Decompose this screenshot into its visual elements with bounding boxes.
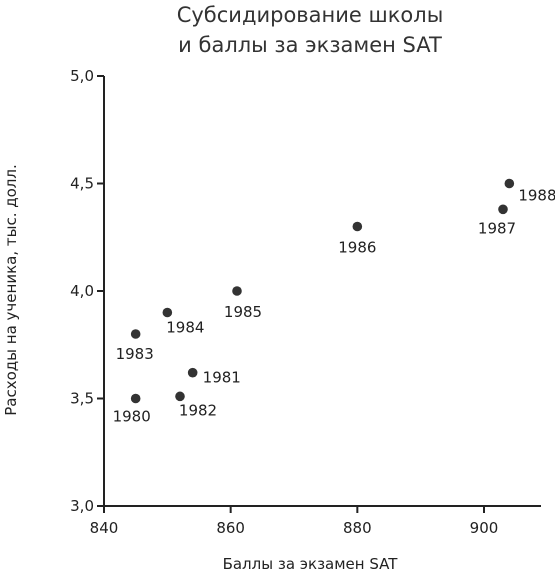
y-tick-label: 3,5 — [70, 390, 94, 408]
data-point-1983 — [130, 329, 141, 339]
data-point-1982 — [175, 391, 185, 402]
point-label-1984: 1984 — [166, 319, 204, 337]
point-label-1985: 1985 — [224, 303, 262, 321]
y-tick-label: 5,0 — [70, 67, 94, 85]
data-point-1987 — [498, 204, 508, 215]
chart-title-line-1: Субсидирование школы — [177, 3, 444, 27]
y-tick-label: 4,0 — [70, 282, 94, 300]
y-axis-ticks: 3,0 3,5 4,0 4,5 5,0 — [70, 67, 104, 515]
chart-title-line-2: и баллы за экзамен SAT — [178, 33, 442, 57]
data-point-1981 — [187, 367, 198, 378]
point-label-1986: 1986 — [338, 239, 376, 257]
data-point-1984 — [162, 307, 173, 318]
y-axis-label: Расходы на ученика, тыс. долл. — [2, 164, 20, 415]
point-label-1981: 1981 — [203, 369, 241, 387]
x-tick-label: 860 — [216, 519, 245, 537]
x-axis-ticks: 840 860 880 900 — [90, 506, 499, 537]
y-tick-label: 4,5 — [70, 175, 94, 193]
data-point-1988 — [504, 178, 515, 189]
data-point-1985 — [232, 286, 242, 296]
data-point-1980 — [130, 393, 141, 404]
y-tick-label: 3,0 — [70, 497, 94, 515]
data-point-1986 — [352, 221, 363, 232]
point-label-1982: 1982 — [179, 401, 217, 419]
point-label-1987: 1987 — [478, 219, 516, 237]
point-label-1983: 1983 — [116, 345, 154, 363]
x-tick-label: 840 — [90, 519, 119, 537]
x-axis-label: Баллы за экзамен SAT — [223, 555, 399, 573]
point-label-1988: 1988 — [518, 187, 555, 205]
point-label-1980: 1980 — [113, 408, 151, 426]
x-tick-label: 900 — [470, 519, 499, 537]
chart-title: Субсидирование школы и баллы за экзамен … — [177, 3, 444, 57]
x-tick-label: 880 — [343, 519, 372, 537]
